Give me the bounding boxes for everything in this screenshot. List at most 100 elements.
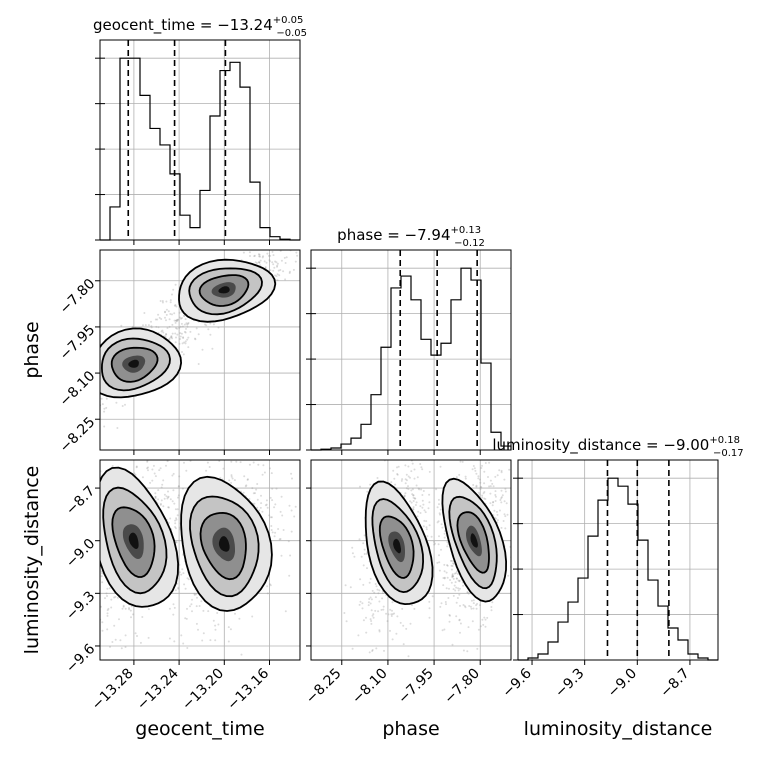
scatter-point (410, 501, 413, 504)
scatter-point (250, 242, 252, 244)
scatter-point (182, 642, 185, 645)
scatter-point (405, 627, 408, 630)
scatter-point (504, 487, 507, 490)
title-minus: −0.05 (276, 28, 307, 39)
scatter-point (495, 510, 498, 513)
scatter-point (453, 563, 455, 565)
scatter-point (448, 614, 451, 617)
scatter-point (472, 602, 475, 605)
scatter-point (447, 597, 450, 599)
panel-title: luminosity_distance = −9.00+0.18 −0.17 (492, 435, 743, 459)
scatter-point (161, 301, 164, 304)
scatter-point (233, 397, 235, 399)
scatter-point (78, 413, 80, 415)
scatter-point (157, 489, 160, 492)
scatter-point (86, 392, 88, 394)
histogram-geocent_time (100, 57, 300, 241)
scatter-point (183, 583, 186, 586)
scatter-point (271, 499, 274, 502)
scatter-point (374, 609, 377, 612)
scatter-point (396, 466, 398, 469)
title-main: luminosity_distance = −9.00 (492, 436, 709, 455)
scatter-point (443, 536, 446, 539)
scatter-point (198, 605, 201, 607)
scatter-point (443, 577, 446, 580)
scatter-point (307, 255, 309, 257)
scatter-point (483, 453, 485, 455)
panel-title: phase = −7.94+0.13 −0.12 (337, 225, 485, 249)
scatter-point (490, 454, 492, 456)
scatter-point (394, 483, 397, 486)
scatter-point (425, 520, 428, 523)
scatter-point (91, 570, 93, 572)
scatter-point (131, 325, 134, 328)
scatter-point (361, 602, 364, 605)
scatter-point (285, 256, 288, 259)
scatter-point (284, 262, 287, 264)
scatter-point (390, 481, 393, 484)
scatter-point (492, 501, 495, 503)
scatter-point (361, 607, 364, 610)
scatter-point (454, 581, 457, 584)
scatter-point (254, 261, 257, 264)
scatter-points (343, 453, 511, 658)
scatter-point (371, 650, 374, 652)
scatter-panel-phase-luminosity_distance (310, 453, 512, 661)
scatter-point (430, 535, 433, 538)
x-tick-label: −8.10 (349, 666, 391, 708)
scatter-point (481, 494, 484, 497)
scatter-point (481, 618, 484, 621)
scatter-point (251, 487, 254, 490)
scatter-point (479, 478, 481, 481)
scatter-point (498, 509, 501, 512)
scatter-point (180, 573, 183, 576)
scatter-point (479, 481, 482, 484)
scatter-point (183, 315, 186, 318)
scatter-point (381, 597, 384, 600)
scatter-point (274, 274, 277, 277)
scatter-point (187, 336, 190, 339)
scatter-point (381, 592, 384, 595)
scatter-point (503, 500, 506, 503)
scatter-point (154, 495, 157, 498)
scatter-point (165, 464, 167, 467)
scatter-point (176, 514, 179, 517)
scatter-point (391, 638, 394, 641)
scatter-point (182, 337, 185, 339)
y-tick-label: −8.10 (57, 368, 99, 410)
scatter-point (508, 468, 511, 471)
scatter-point (205, 469, 208, 472)
scatter-point (368, 598, 371, 600)
scatter-point (135, 453, 137, 455)
scatter-point (256, 483, 259, 485)
scatter-point (160, 318, 163, 320)
scatter-point (493, 509, 496, 512)
scatter-point (147, 456, 149, 458)
y-tick-label: −9.3 (63, 588, 98, 623)
scatter-point (69, 411, 71, 413)
scatter-point (445, 571, 448, 574)
scatter-point (266, 585, 269, 588)
scatter-point (276, 262, 279, 265)
scatter-point (445, 587, 448, 590)
scatter-point (369, 618, 372, 621)
scatter-point (96, 509, 98, 511)
scatter-point (469, 605, 472, 608)
scatter-point (103, 407, 106, 410)
panel-title: geocent_time = −13.24+0.05 −0.05 (93, 15, 307, 39)
x-tick-label: −13.20 (179, 666, 227, 714)
scatter-point (491, 601, 494, 604)
scatter-point (139, 641, 142, 644)
scatter-point (443, 563, 446, 566)
scatter-point (130, 616, 132, 619)
scatter-point (113, 596, 116, 599)
scatter-point (479, 604, 481, 607)
scatter-point (105, 397, 108, 400)
scatter-point (248, 498, 251, 500)
scatter-point (186, 607, 188, 610)
scatter-point (351, 546, 354, 549)
scatter-point (211, 453, 213, 455)
scatter-point (409, 500, 412, 503)
scatter-point (70, 631, 72, 633)
scatter-point (416, 476, 419, 479)
